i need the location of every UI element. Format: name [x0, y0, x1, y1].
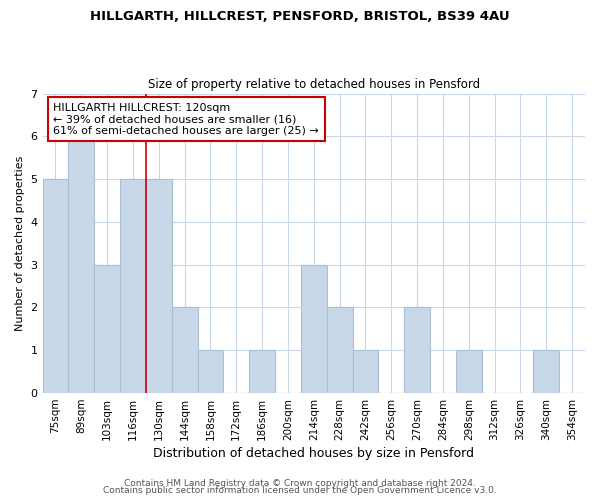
Bar — [533, 350, 559, 393]
Text: HILLGARTH HILLCREST: 120sqm
← 39% of detached houses are smaller (16)
61% of sem: HILLGARTH HILLCREST: 120sqm ← 39% of det… — [53, 102, 319, 136]
Bar — [456, 350, 482, 393]
Bar — [94, 264, 120, 393]
Bar — [404, 308, 430, 393]
Bar — [197, 350, 223, 393]
Bar — [120, 179, 146, 393]
Text: Contains public sector information licensed under the Open Government Licence v3: Contains public sector information licen… — [103, 486, 497, 495]
Bar — [301, 264, 326, 393]
Text: Contains HM Land Registry data © Crown copyright and database right 2024.: Contains HM Land Registry data © Crown c… — [124, 478, 476, 488]
Bar — [172, 308, 197, 393]
Bar — [249, 350, 275, 393]
Bar — [43, 179, 68, 393]
Bar — [146, 179, 172, 393]
Bar — [326, 308, 353, 393]
Bar — [353, 350, 379, 393]
X-axis label: Distribution of detached houses by size in Pensford: Distribution of detached houses by size … — [153, 447, 474, 460]
Y-axis label: Number of detached properties: Number of detached properties — [15, 156, 25, 331]
Text: HILLGARTH, HILLCREST, PENSFORD, BRISTOL, BS39 4AU: HILLGARTH, HILLCREST, PENSFORD, BRISTOL,… — [90, 10, 510, 23]
Bar — [68, 136, 94, 393]
Title: Size of property relative to detached houses in Pensford: Size of property relative to detached ho… — [148, 78, 480, 91]
